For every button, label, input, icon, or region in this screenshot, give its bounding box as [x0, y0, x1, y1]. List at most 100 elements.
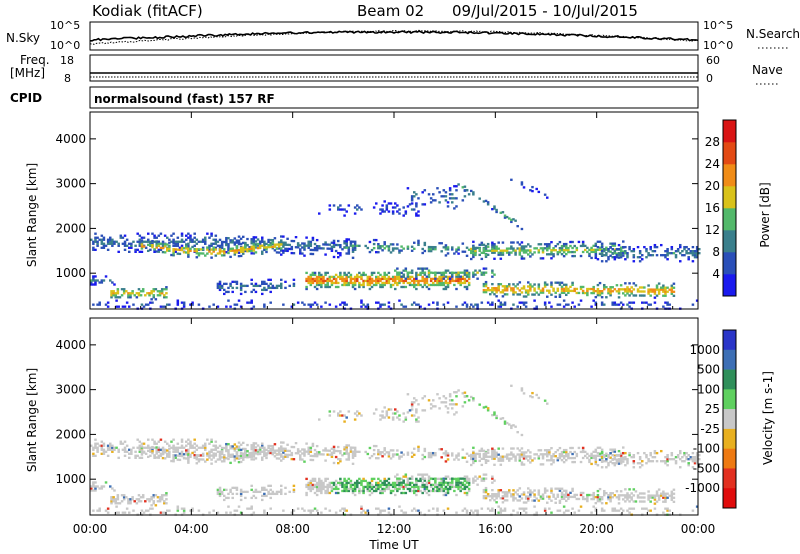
power-cell: [562, 289, 566, 292]
velocity-cell: [429, 455, 433, 459]
power-cell: [484, 290, 488, 294]
velocity-cell: [332, 445, 336, 449]
power-cell: [522, 287, 526, 290]
velocity-cell: [486, 451, 490, 454]
velocity-cell: [565, 452, 568, 456]
velocity-cell: [351, 450, 355, 453]
power-cell: [548, 245, 551, 248]
power-cell: [596, 248, 600, 251]
power-cell: [512, 218, 515, 221]
velocity-cell: [556, 493, 560, 496]
velocity-cell: [258, 446, 262, 449]
power-cell: [381, 204, 384, 207]
velocity-cell: [647, 496, 650, 499]
velocity-cell: [453, 458, 456, 461]
power-cell: [152, 294, 155, 297]
power-cell: [531, 189, 534, 193]
power-cell: [605, 246, 608, 249]
velocity-cell: [527, 487, 530, 490]
power-cell: [351, 285, 355, 289]
power-cell: [552, 247, 555, 250]
velocity-cell: [421, 485, 424, 489]
velocity-cell: [341, 489, 344, 493]
velocity-cell: [284, 492, 287, 496]
velocity-cell: [518, 495, 522, 498]
velocity-cell: [666, 492, 669, 495]
velocity-cell: [598, 487, 602, 491]
power-cell: [394, 281, 397, 285]
velocity-cell: [191, 507, 194, 510]
velocity-cell: [353, 446, 357, 449]
velocity-cell: [651, 456, 655, 459]
power-cell: [330, 241, 334, 244]
power-cell: [482, 267, 486, 270]
power-cell: [147, 238, 150, 241]
power-cell: [579, 285, 583, 289]
power-cell: [467, 283, 471, 287]
velocity-cell: [470, 395, 473, 399]
power-cell: [233, 249, 237, 252]
power-cell: [533, 287, 536, 290]
power-cell: [111, 244, 114, 247]
velocity-cell: [375, 487, 378, 491]
velocity-cell: [484, 459, 488, 463]
velocity-cell: [364, 450, 367, 454]
velocity-cell: [370, 479, 374, 483]
power-cell: [229, 241, 232, 244]
power-cell: [170, 240, 173, 243]
velocity-cell: [619, 462, 623, 465]
power-cell: [353, 206, 357, 209]
power-cell: [353, 242, 357, 245]
power-cell: [193, 240, 196, 243]
power-cell: [429, 249, 433, 253]
velocity-cell: [432, 453, 435, 457]
power-cell: [307, 244, 310, 247]
power-cell: [425, 279, 429, 283]
velocity-cell: [280, 445, 283, 448]
velocity-cell: [144, 452, 148, 455]
velocity-cell: [229, 490, 232, 494]
power-cell: [446, 201, 450, 204]
power-cell: [305, 244, 308, 247]
velocity-cell: [208, 452, 211, 455]
velocity-cell: [594, 448, 598, 451]
velocity-cell: [575, 493, 579, 497]
velocity-cell: [497, 493, 500, 496]
velocity-cell: [155, 442, 158, 445]
power-cell: [432, 301, 435, 304]
power-cell: [676, 250, 680, 253]
velocity-cell: [425, 487, 429, 491]
velocity-cell: [273, 451, 277, 454]
power-cell: [417, 267, 420, 270]
velocity-cell: [216, 458, 220, 461]
velocity-cell: [178, 446, 182, 449]
velocity-cell: [592, 505, 595, 508]
velocity-cell: [337, 457, 340, 461]
velocity-cell: [628, 494, 631, 497]
velocity-cell: [102, 450, 106, 453]
power-cell: [391, 247, 395, 250]
power-cell: [218, 286, 222, 290]
velocity-cell: [138, 446, 142, 449]
velocity-cell: [115, 446, 118, 449]
power-cell: [309, 283, 313, 287]
power-cell: [332, 281, 336, 285]
velocity-cell: [381, 451, 384, 454]
power-cell: [311, 238, 315, 242]
power-cell: [313, 273, 317, 277]
power-cell: [463, 285, 467, 289]
velocity-cell: [467, 487, 471, 491]
velocity-colorbar-frame: [722, 329, 737, 509]
power-cell: [546, 253, 549, 256]
power-cell: [269, 238, 272, 242]
velocity-cell: [410, 509, 414, 512]
power-cell: [408, 283, 412, 287]
velocity-cell: [609, 500, 612, 503]
velocity-cell: [156, 496, 160, 499]
power-cell: [227, 247, 230, 250]
velocity-cell: [358, 477, 361, 481]
velocity-cell: [632, 494, 636, 497]
power-cell: [311, 252, 315, 256]
power-cell: [592, 299, 595, 302]
power-cell: [516, 247, 519, 250]
